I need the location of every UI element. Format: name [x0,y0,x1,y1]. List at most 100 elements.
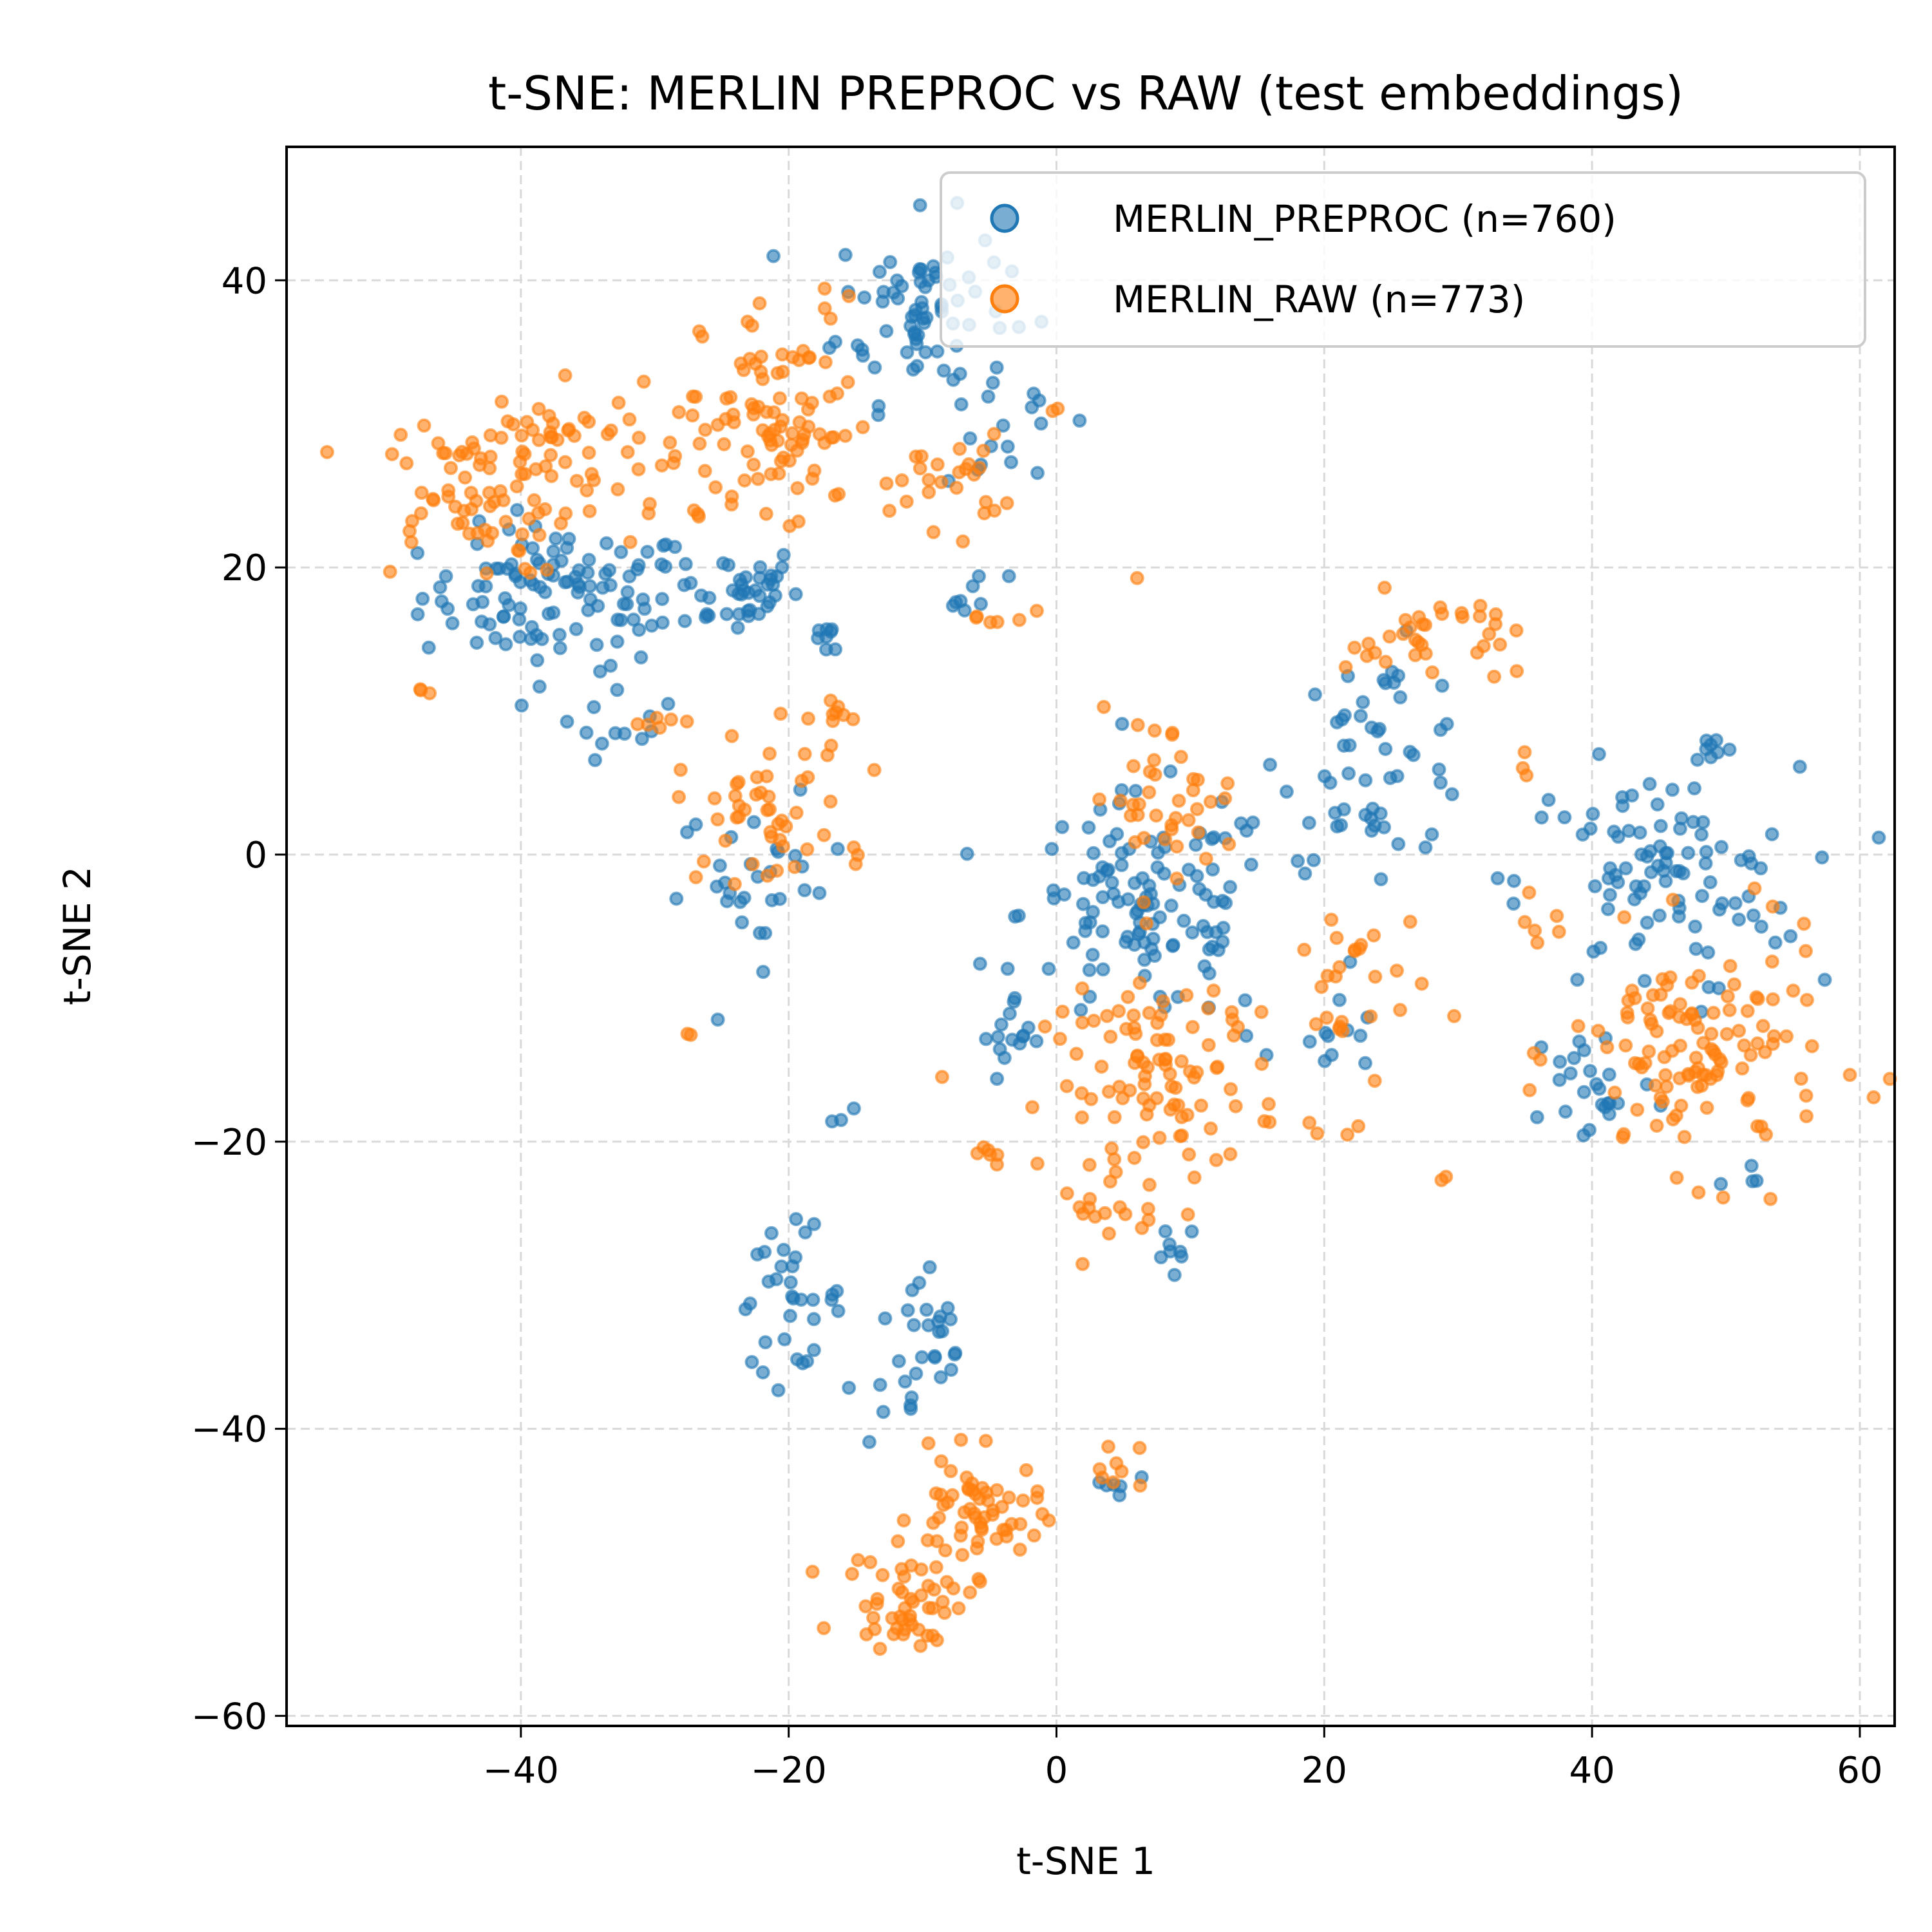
data-point [1433,600,1448,615]
data-point [1374,872,1388,887]
data-point [1147,723,1162,738]
data-point [771,1383,786,1397]
data-point [1722,1003,1737,1018]
data-point [734,577,749,592]
data-point [954,1520,969,1535]
data-point [1714,1055,1728,1070]
data-point [969,609,984,624]
data-point [1643,844,1658,858]
data-point [789,806,804,820]
data-point [1137,895,1151,910]
data-point [515,698,529,713]
data-point [663,435,677,450]
data-point [909,450,923,464]
data-point [1602,1067,1616,1082]
data-point [972,569,986,583]
data-point [838,247,853,262]
data-point [1611,875,1625,889]
data-point [1126,759,1141,773]
data-point [1115,1091,1130,1106]
data-point [848,857,863,871]
y-tick-label: 20 [222,547,267,589]
data-point [1433,775,1448,790]
preproc-marker-icon [990,204,1019,233]
data-point [1722,743,1737,757]
data-point [1799,943,1813,958]
data-point [680,1027,695,1041]
data-point [527,493,542,507]
data-point [1224,1005,1239,1019]
data-point [683,576,698,591]
data-point [1187,1170,1202,1185]
data-point [572,563,586,578]
data-point [1669,864,1683,878]
data-point [384,447,399,462]
data-point [790,481,805,495]
data-point [1291,854,1305,868]
data-point [817,301,832,316]
data-point [1228,1099,1243,1113]
data-point [1257,1114,1272,1128]
data-point [517,447,532,462]
legend-label-preproc: MERLIN_PREPROC (n=760) [1113,197,1616,241]
data-point [773,706,788,721]
plot-frame [285,146,1896,1727]
data-point [1132,1441,1147,1455]
data-point [1799,1109,1814,1124]
data-point [688,390,703,404]
data-point [471,579,486,593]
data-point [1002,1007,1017,1021]
data-point [571,576,585,591]
data-point [756,965,771,980]
data-point [719,894,734,909]
data-point [1765,1036,1780,1051]
series-merlin_preproc [410,196,1886,1502]
data-point [1659,1079,1674,1094]
data-point [494,430,509,445]
data-point [529,553,544,567]
data-point [1302,1034,1317,1049]
data-point [1391,668,1406,683]
data-point [1113,793,1128,808]
data-point [1510,664,1524,679]
data-point [1132,976,1147,990]
data-point [812,886,827,900]
data-point [1620,1010,1635,1025]
data-point [1534,810,1549,825]
data-point [1653,819,1668,833]
data-point [1334,818,1349,833]
data-point [872,265,887,279]
data-point [838,428,853,443]
data-point [972,956,987,971]
data-point [1123,808,1138,823]
data-point [1220,776,1235,791]
data-point [1640,1001,1655,1016]
data-point [405,514,419,529]
data-point [904,1401,918,1416]
data-point [922,485,936,500]
data-point [558,575,573,590]
data-point [1649,1024,1664,1039]
data-point [1001,569,1016,583]
data-point [1053,1032,1067,1046]
data-point [1318,1025,1333,1040]
data-point [804,395,819,410]
data-point [1201,1037,1216,1052]
data-point [750,770,764,784]
data-point [911,1622,926,1637]
data-point [785,1289,799,1303]
data-point [1715,896,1730,911]
data-point [692,324,706,339]
data-point [1332,992,1347,1007]
data-point [1603,887,1617,902]
data-point [1630,1103,1645,1117]
data-point [1779,1029,1794,1044]
data-point [1255,1057,1269,1071]
data-point [1218,791,1233,806]
data-point [945,598,960,613]
data-point [1817,972,1832,987]
data-point [1001,1490,1016,1505]
data-point [1591,747,1606,761]
data-point [479,566,494,581]
data-point [828,334,843,349]
